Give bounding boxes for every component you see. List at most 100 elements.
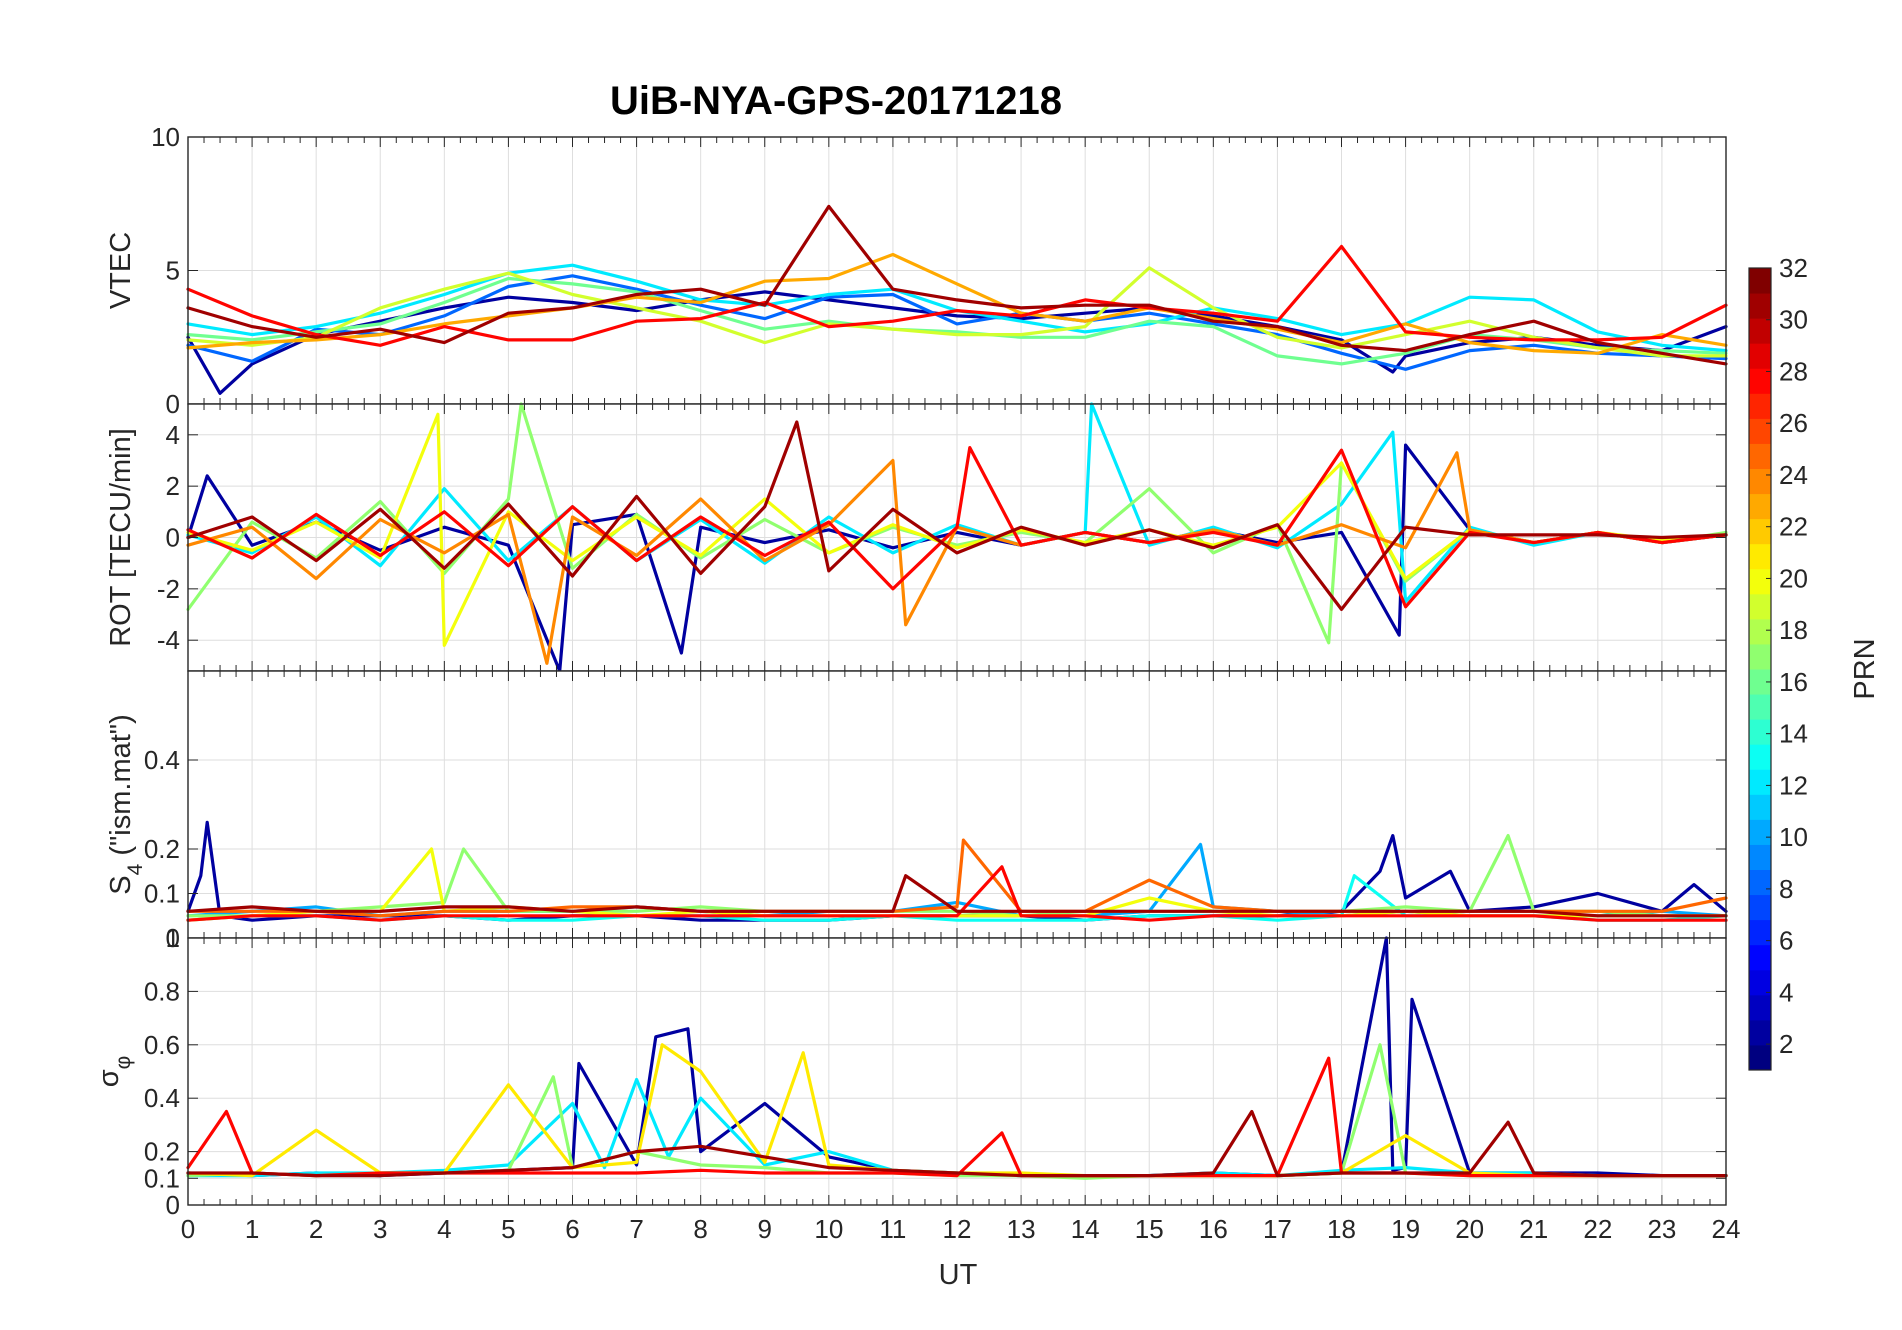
colorbar-tick-label: 2 xyxy=(1779,1029,1793,1059)
x-tick-label: 2 xyxy=(309,1214,323,1244)
x-tick-label: 9 xyxy=(758,1214,772,1244)
x-tick-label: 15 xyxy=(1135,1214,1164,1244)
x-tick-label: 4 xyxy=(437,1214,451,1244)
series-prn-31 xyxy=(186,204,1728,366)
colorbar-segment xyxy=(1749,393,1771,419)
series-prn-23 xyxy=(186,252,1728,355)
y-tick-label: 1 xyxy=(166,923,180,953)
colorbar-segment xyxy=(1749,769,1771,795)
y-tick-label: 0.4 xyxy=(144,1083,180,1113)
colorbar-segment xyxy=(1749,694,1771,720)
x-tick-label: 24 xyxy=(1712,1214,1741,1244)
y-tick-label: 0.1 xyxy=(144,1163,180,1193)
colorbar-segment xyxy=(1749,969,1771,996)
y-tick-label: 0.1 xyxy=(144,879,180,909)
y-tick-label: 0.8 xyxy=(144,976,180,1006)
x-ticks xyxy=(187,937,1727,1206)
panel-s4: 00.10.20.4S4 ("ism.mat") xyxy=(105,670,1728,953)
colorbar-tick-label: 12 xyxy=(1779,770,1808,800)
y-axis-label-main: σ xyxy=(93,1069,125,1087)
series-prn-31 xyxy=(186,874,1728,918)
colorbar-segment xyxy=(1749,593,1771,620)
x-ticks xyxy=(187,136,1727,405)
colorbar-segment xyxy=(1749,869,1771,896)
colorbar-tick-label: 4 xyxy=(1779,977,1793,1007)
x-tick-label: 17 xyxy=(1263,1214,1292,1244)
series-prn-28 xyxy=(186,244,1728,347)
x-axis-label: UT xyxy=(939,1259,978,1291)
panel-rot: -4 -2 0 2 4 ROT [TECU/min] xyxy=(105,402,1728,673)
y-axis-label-main: S xyxy=(105,875,137,894)
x-tick-label: 6 xyxy=(565,1214,579,1244)
series-prn-19 xyxy=(186,266,1728,358)
colorbar-tick-label: 10 xyxy=(1779,822,1808,852)
colorbar-segment xyxy=(1749,368,1771,394)
y-tick-label: 2 xyxy=(166,471,180,501)
colorbar-segment xyxy=(1749,318,1771,344)
colorbar-segment xyxy=(1749,443,1771,469)
x-ticks xyxy=(187,671,1727,939)
colorbar-tick-label: 16 xyxy=(1779,667,1808,697)
series-prn-8 xyxy=(186,274,1728,371)
series-prn-31 xyxy=(186,1109,1728,1178)
x-tick-label: 22 xyxy=(1583,1214,1612,1244)
y-tick-label: 4 xyxy=(166,420,180,450)
series-group xyxy=(186,402,1728,673)
colorbar-segment xyxy=(1749,568,1771,595)
x-tick-label: 7 xyxy=(629,1214,643,1244)
y-tick-label: -2 xyxy=(157,574,180,604)
colorbar-segment xyxy=(1749,518,1771,545)
x-tick-label: 11 xyxy=(879,1214,906,1244)
colorbar-tick-label: 30 xyxy=(1779,305,1808,335)
colorbar-segment xyxy=(1749,468,1771,495)
colorbar-segment xyxy=(1749,794,1771,820)
colorbar-tick-label: 18 xyxy=(1779,615,1808,645)
series-prn-28 xyxy=(186,446,1728,609)
x-tick-label: 18 xyxy=(1327,1214,1356,1244)
colorbar-tick-label: 24 xyxy=(1779,460,1808,490)
x-tick-label: 13 xyxy=(1007,1214,1036,1244)
colorbar-segment xyxy=(1749,293,1771,319)
colorbar-segment xyxy=(1749,719,1771,745)
colorbar-segment xyxy=(1749,744,1771,770)
y-axis-label-sub: φ xyxy=(112,1056,135,1070)
colorbar-segment xyxy=(1749,268,1771,294)
x-tick-label: 5 xyxy=(501,1214,515,1244)
series-group xyxy=(186,820,1728,922)
panel-vtec: 0 5 10 VTEC xyxy=(105,122,1728,419)
y-tick-label: 5 xyxy=(166,256,180,286)
y-tick-label: 10 xyxy=(151,122,180,152)
series-prn-20 xyxy=(186,412,1728,647)
x-tick-label: 16 xyxy=(1199,1214,1228,1244)
series-prn-31 xyxy=(186,420,1728,612)
colorbar-segment xyxy=(1749,643,1771,670)
x-tick-label: 8 xyxy=(693,1214,707,1244)
colorbar-tick-label: 32 xyxy=(1779,253,1808,283)
colorbar-tick-label: 26 xyxy=(1779,408,1808,438)
x-tick-label: 10 xyxy=(814,1214,843,1244)
colorbar-segment xyxy=(1749,493,1771,520)
x-ticks xyxy=(187,404,1727,671)
series-prn-2 xyxy=(186,443,1728,673)
y-axis-label: ROT [TECU/min] xyxy=(105,428,137,647)
x-tick-label: 0 xyxy=(181,1214,195,1244)
colorbar-segment xyxy=(1749,418,1771,444)
y-axis-label-sub: 4 xyxy=(124,863,147,875)
colorbar-segment xyxy=(1749,618,1771,645)
y-tick-label: 0.6 xyxy=(144,1030,180,1060)
colorbar-segment xyxy=(1749,994,1771,1021)
x-tick-label: 23 xyxy=(1647,1214,1676,1244)
series-prn-24 xyxy=(186,451,1728,665)
x-tick-label: 12 xyxy=(943,1214,972,1244)
colorbar-label: PRN xyxy=(1849,638,1881,699)
colorbar-tick-label: 14 xyxy=(1779,719,1808,749)
colorbar-tick-label: 8 xyxy=(1779,874,1793,904)
y-tick-label: 0.2 xyxy=(144,1137,180,1167)
colorbar-segment xyxy=(1749,919,1771,946)
y-tick-label: 0 xyxy=(166,923,180,953)
colorbar-segment xyxy=(1749,543,1771,570)
x-tick-label: 14 xyxy=(1071,1214,1100,1244)
colorbar-segment xyxy=(1749,1019,1771,1046)
colorbar-tick-label: 20 xyxy=(1779,563,1808,593)
